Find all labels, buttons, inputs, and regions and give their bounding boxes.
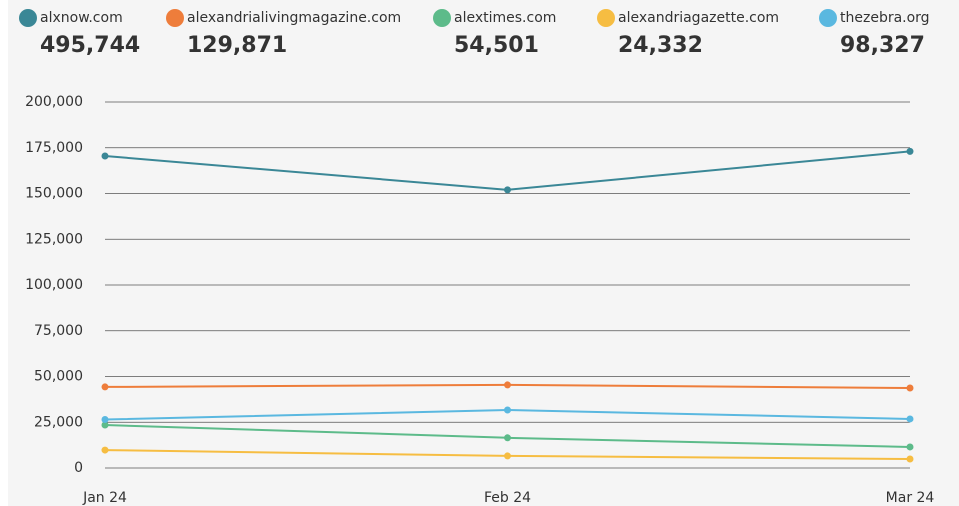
point: [101, 383, 109, 391]
legend-name: alxnow.com: [40, 10, 123, 26]
y-tick-label: 150,000: [25, 186, 83, 202]
y-tick-label: 200,000: [25, 94, 83, 110]
y-tick-label: 175,000: [25, 140, 83, 156]
point: [504, 406, 511, 414]
x-tick-label: Mar 24: [886, 490, 935, 506]
point: [906, 384, 914, 392]
y-tick-label: 75,000: [34, 323, 83, 339]
legend-name: alexandriagazette.com: [618, 10, 779, 26]
y-tick-label: 25,000: [34, 414, 83, 430]
y-tick-label: 50,000: [34, 369, 83, 385]
point: [906, 415, 914, 423]
legend-name: alextimes.com: [454, 10, 556, 26]
point: [906, 443, 914, 451]
legend-total: 98,327: [840, 33, 925, 58]
y-tick-label: 0: [74, 460, 83, 476]
legend-dot: [19, 9, 37, 27]
legend-total: 495,744: [40, 33, 140, 58]
point: [906, 455, 914, 463]
point: [101, 416, 109, 424]
legend-dot: [166, 9, 184, 27]
panel: [8, 0, 959, 506]
point: [101, 446, 109, 454]
point: [906, 147, 914, 155]
x-tick-label: Jan 24: [82, 490, 127, 506]
legend-total: 54,501: [454, 33, 539, 58]
point: [101, 152, 109, 160]
point: [504, 434, 511, 442]
point: [504, 186, 511, 194]
legend-total: 24,332: [618, 33, 703, 58]
point: [101, 421, 109, 429]
point: [504, 452, 511, 460]
legend-dot: [597, 9, 615, 27]
legend-total: 129,871: [187, 33, 287, 58]
y-tick-label: 100,000: [25, 277, 83, 293]
legend-name: alexandrialivingmagazine.com: [187, 10, 401, 26]
legend-dot: [819, 9, 837, 27]
legend-dot: [433, 9, 451, 27]
x-tick-label: Feb 24: [484, 490, 531, 506]
point: [504, 381, 511, 389]
legend-name: thezebra.org: [840, 10, 930, 26]
y-tick-label: 125,000: [25, 231, 83, 247]
